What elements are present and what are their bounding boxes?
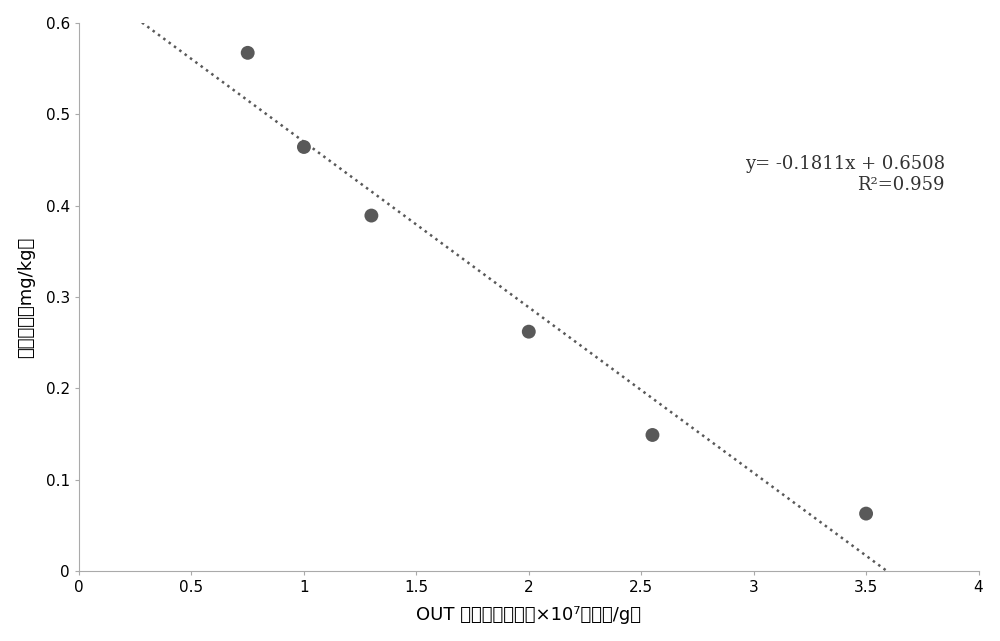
Point	[644, 430, 660, 440]
Point	[296, 142, 312, 152]
Point	[240, 47, 256, 58]
Text: y= -0.1811x + 0.6508
R²=0.959: y= -0.1811x + 0.6508 R²=0.959	[745, 155, 945, 194]
Point	[521, 326, 537, 337]
Y-axis label: 全汞含量（mg/kg）: 全汞含量（mg/kg）	[17, 237, 35, 358]
Point	[363, 210, 379, 221]
Point	[858, 508, 874, 519]
X-axis label: OUT 的拷贝数含量（×10⁷拷贝数/g）: OUT 的拷贝数含量（×10⁷拷贝数/g）	[416, 606, 641, 624]
